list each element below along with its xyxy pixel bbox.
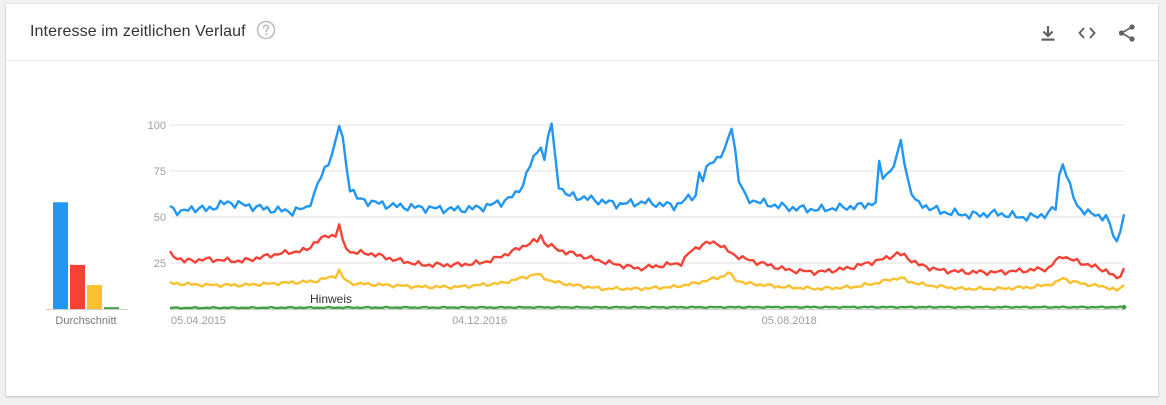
y-tick-label: 25	[154, 258, 166, 270]
series-line[interactable]	[168, 223, 1126, 280]
x-axis-labels: 05.04.2015 04.12.2016 05.08.2018	[171, 315, 817, 327]
average-bar[interactable]	[87, 285, 102, 309]
x-tick-label: 05.04.2015	[171, 315, 226, 327]
download-icon[interactable]	[1038, 23, 1058, 43]
card-title: Interesse im zeitlichen Verlauf	[30, 23, 246, 40]
series-line[interactable]	[169, 122, 1126, 243]
interest-chart: 100 75 50 25 05.04.2015 04.12.2016 05.08.2018…	[46, 120, 1127, 327]
series-end-marker	[1121, 304, 1127, 310]
help-circle-icon[interactable]	[256, 20, 276, 40]
card-header: Interesse im zeitlichen Verlauf	[6, 4, 1158, 61]
average-bar[interactable]	[53, 202, 68, 309]
series-line[interactable]	[169, 268, 1125, 292]
y-tick-label: 75	[154, 166, 166, 178]
average-bar[interactable]	[70, 264, 85, 309]
embed-code-icon[interactable]	[1077, 23, 1097, 43]
chart-grid: 100 75 50 25	[148, 120, 1124, 310]
chart-lines	[168, 122, 1127, 310]
series-line[interactable]	[169, 305, 1125, 310]
x-tick-label: 04.12.2016	[452, 315, 507, 327]
average-bar[interactable]	[104, 307, 119, 309]
interest-over-time-card: Interesse im zeitlichen Verlauf	[6, 4, 1158, 396]
share-icon[interactable]	[1117, 23, 1137, 43]
note-label[interactable]: Hinweis	[310, 292, 352, 306]
x-tick-label: 05.08.2018	[762, 315, 817, 327]
average-bars	[46, 202, 128, 310]
y-tick-label: 50	[154, 212, 166, 224]
average-label: Durchschnitt	[55, 315, 116, 327]
y-tick-label: 100	[148, 120, 166, 132]
